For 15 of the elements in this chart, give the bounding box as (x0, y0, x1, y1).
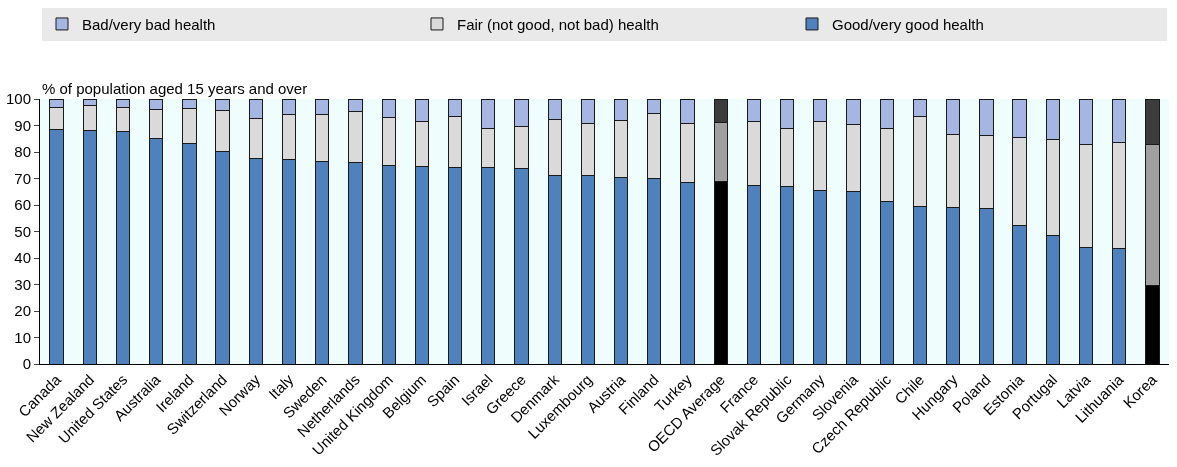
y-tick-label: 60 (14, 196, 31, 214)
y-tick-label: 80 (14, 143, 31, 161)
y-tick-label: 90 (14, 116, 31, 134)
y-tick-label: 50 (14, 222, 31, 240)
y-tick-label: 0 (22, 355, 31, 373)
y-tick-label: 10 (14, 328, 31, 346)
y-tick-label: 70 (14, 169, 31, 187)
legend-label: Fair (not good, not bad) health (457, 15, 659, 33)
legend-label: Good/very good health (832, 15, 984, 33)
y-tick-label: 20 (14, 302, 31, 320)
y-tick-label: 100 (5, 90, 31, 108)
legend-label: Bad/very bad health (82, 15, 216, 33)
y-tick-label: 40 (14, 249, 31, 267)
y-axis-title: % of population aged 15 years and over (42, 80, 308, 97)
y-tick-label: 30 (14, 275, 31, 293)
